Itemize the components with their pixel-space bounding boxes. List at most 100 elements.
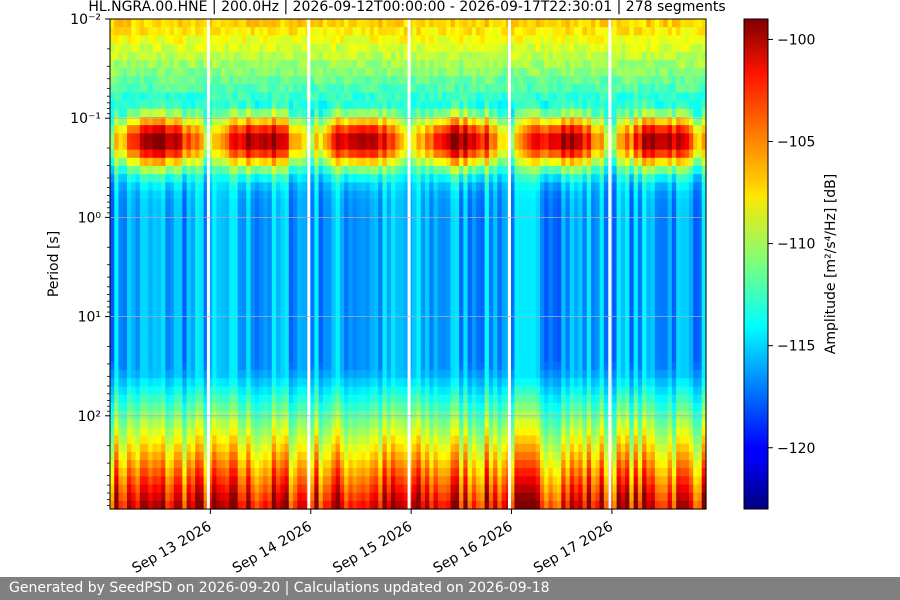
heatmap-cell xyxy=(271,51,277,61)
heatmap-cell xyxy=(122,92,128,102)
heatmap-cell xyxy=(152,59,158,69)
heatmap-cell xyxy=(339,337,345,347)
heatmap-cell xyxy=(178,247,183,257)
heatmap-cell xyxy=(378,206,384,216)
heatmap-cell xyxy=(284,411,290,420)
heatmap-cell xyxy=(352,500,358,510)
heatmap-cell xyxy=(331,386,337,396)
heatmap-cell xyxy=(293,419,298,428)
heatmap-cell xyxy=(412,411,418,420)
heatmap-cell xyxy=(416,141,422,151)
heatmap-cell xyxy=(259,27,264,36)
heatmap-cell xyxy=(450,468,456,477)
heatmap-cell xyxy=(271,125,277,134)
heatmap-cell xyxy=(382,133,388,143)
heatmap-cell xyxy=(339,141,345,151)
heatmap-cell xyxy=(386,215,392,224)
heatmap-cell xyxy=(220,345,226,355)
heatmap-cell xyxy=(250,345,256,355)
heatmap-cell xyxy=(127,84,132,94)
heatmap-cell xyxy=(339,288,345,298)
heatmap-cell xyxy=(216,174,222,183)
heatmap-cell xyxy=(233,476,239,486)
heatmap-cell xyxy=(156,198,162,208)
heatmap-cell xyxy=(169,402,175,412)
heatmap-cell xyxy=(403,92,409,102)
heatmap-cell xyxy=(114,133,120,143)
heatmap-cell xyxy=(165,35,171,45)
heatmap-cell xyxy=(459,166,464,175)
heatmap-cell xyxy=(199,264,205,273)
heatmap-cell xyxy=(178,451,183,461)
heatmap-cell xyxy=(152,435,158,445)
heatmap-cell xyxy=(433,223,439,232)
heatmap-cell xyxy=(195,264,200,273)
heatmap-cell xyxy=(276,492,281,502)
heatmap-cell xyxy=(173,59,179,69)
heatmap-cell xyxy=(288,411,294,420)
heatmap-cell xyxy=(369,476,375,486)
heatmap-cell xyxy=(399,370,405,379)
heatmap-cell xyxy=(442,419,447,428)
heatmap-cell xyxy=(241,166,247,175)
heatmap-cell xyxy=(310,280,315,290)
heatmap-cell xyxy=(446,476,452,486)
heatmap-cell xyxy=(420,59,426,69)
heatmap-cell xyxy=(318,117,324,126)
heatmap-cell xyxy=(182,345,188,355)
heatmap-cell xyxy=(459,84,464,94)
heatmap-cell xyxy=(212,247,218,257)
heatmap-cell xyxy=(246,296,252,306)
heatmap-cell xyxy=(135,100,141,110)
heatmap-cell xyxy=(356,411,362,420)
heatmap-cell xyxy=(446,43,452,53)
heatmap-cell xyxy=(254,27,260,36)
heatmap-cell xyxy=(114,378,120,388)
heatmap-cell xyxy=(369,451,375,461)
heatmap-cell xyxy=(263,223,269,232)
heatmap-cell xyxy=(220,402,226,412)
heatmap-cell xyxy=(386,190,392,200)
heatmap-cell xyxy=(442,59,447,69)
heatmap-cell xyxy=(207,27,213,36)
heatmap-cell xyxy=(250,166,256,175)
heatmap-cell xyxy=(220,174,226,183)
heatmap-cell xyxy=(152,84,158,94)
heatmap-cell xyxy=(195,247,200,257)
heatmap-cell xyxy=(246,402,252,412)
heatmap-cell xyxy=(220,92,226,102)
heatmap-cell xyxy=(412,239,418,249)
heatmap-cell xyxy=(186,329,192,339)
heatmap-cell xyxy=(207,174,213,183)
heatmap-cell xyxy=(361,500,367,510)
heatmap-cell xyxy=(199,190,205,200)
heatmap-cell xyxy=(361,411,367,420)
heatmap-cell xyxy=(386,198,392,208)
heatmap-cell xyxy=(395,166,401,175)
heatmap-cell xyxy=(224,223,230,232)
heatmap-cell xyxy=(246,304,252,314)
heatmap-cell xyxy=(118,484,124,494)
heatmap-cell xyxy=(173,460,179,469)
heatmap-cell xyxy=(322,84,328,94)
heatmap-cell xyxy=(182,100,188,110)
heatmap-cell xyxy=(229,321,235,330)
heatmap-cell xyxy=(437,280,443,290)
heatmap-cell xyxy=(144,198,149,208)
heatmap-cell xyxy=(263,76,269,85)
heatmap-cell xyxy=(229,247,235,257)
heatmap-cell xyxy=(446,304,452,314)
heatmap-cell xyxy=(190,492,196,502)
heatmap-cell xyxy=(416,370,422,379)
heatmap-cell xyxy=(327,141,332,151)
heatmap-cell xyxy=(459,59,464,69)
heatmap-cell xyxy=(331,362,337,371)
heatmap-cell xyxy=(199,288,205,298)
heatmap-cell xyxy=(186,288,192,298)
heatmap-cell xyxy=(135,476,141,486)
heatmap-cell xyxy=(169,255,175,265)
heatmap-cell xyxy=(173,419,179,428)
heatmap-cell xyxy=(416,345,422,355)
heatmap-cell xyxy=(161,484,166,494)
heatmap-cell xyxy=(373,337,379,347)
